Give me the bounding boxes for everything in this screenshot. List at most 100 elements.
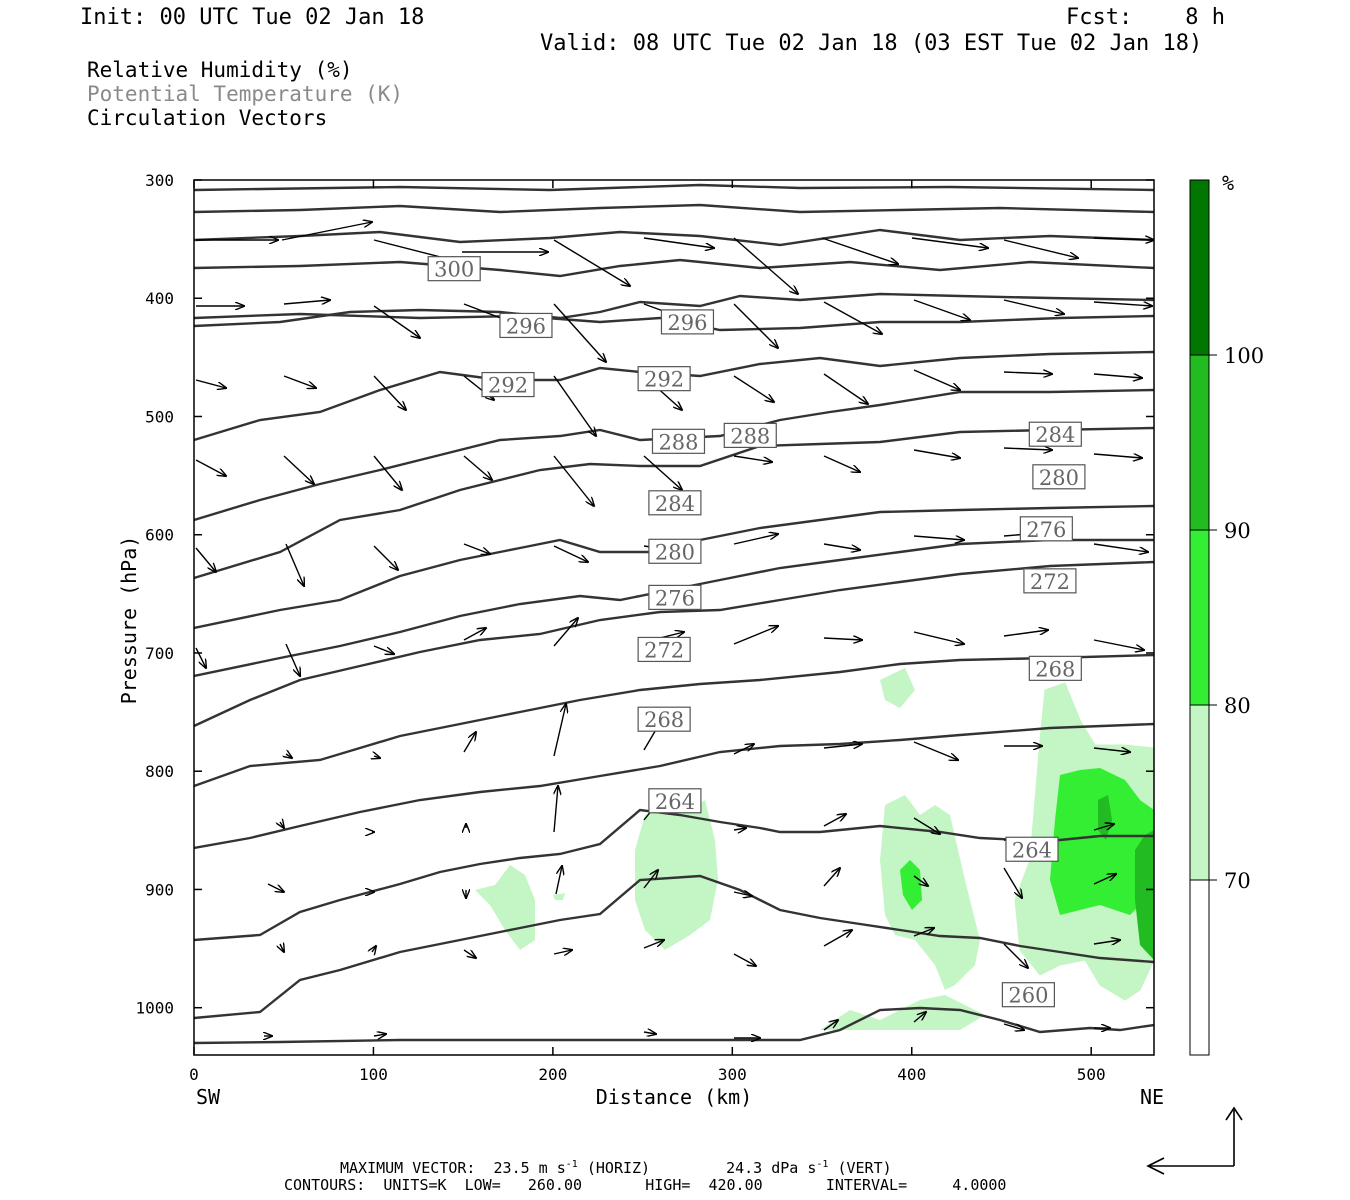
theta-label-box (648, 788, 702, 814)
rh-area (880, 795, 980, 990)
theta-label-box (648, 584, 702, 610)
vector (643, 870, 658, 889)
vector (1093, 824, 1114, 831)
legend-potential-temperature: Potential Temperature (K) (87, 82, 404, 106)
vector (267, 883, 284, 892)
x-axis-left-end: SW (196, 1085, 221, 1109)
vector (913, 299, 970, 320)
y-tick-label: 500 (145, 407, 174, 426)
vector (733, 828, 746, 830)
vector (1093, 748, 1130, 752)
vector (554, 786, 558, 833)
legend-relative-humidity: Relative Humidity (%) (87, 58, 353, 82)
rh-area (1135, 830, 1154, 960)
vector (823, 638, 862, 640)
vector (823, 868, 840, 887)
vector (1003, 299, 1064, 314)
vector (913, 741, 958, 760)
vector (1093, 454, 1142, 458)
x-tick-label: 0 (189, 1065, 199, 1084)
vector (195, 459, 226, 476)
theta-label: 276 (1026, 518, 1066, 542)
x-tick-label: 300 (718, 1065, 747, 1084)
vector (823, 930, 852, 947)
colorbar-segment (1189, 529, 1210, 706)
theta-contours (194, 183, 1154, 1045)
rh-area (900, 860, 922, 910)
theta-label: 272 (1030, 570, 1070, 594)
theta-contour (194, 722, 1154, 850)
vector (733, 626, 778, 645)
theta-label-box (1032, 464, 1086, 490)
vector (823, 455, 860, 472)
vector (1093, 301, 1152, 306)
theta-label: 288 (658, 430, 698, 454)
y-axis-title: Pressure (hPa) (117, 536, 141, 705)
theta-contour (194, 426, 1154, 580)
vector (643, 1032, 656, 1034)
vector (373, 375, 406, 410)
y-tick-label: 900 (145, 880, 174, 899)
theta-contour-labels: 300 296 296 292 292 288 288 284 280 284 276 280 272 2… (427, 256, 1086, 1008)
theta-label-box (499, 312, 553, 339)
theta-label: 268 (1035, 657, 1075, 681)
vector (280, 822, 284, 828)
theta-contour (194, 653, 1154, 788)
vector (913, 928, 934, 937)
colorbar-segment (1189, 879, 1210, 1056)
vector (823, 301, 882, 334)
vector (823, 814, 846, 827)
x-axis-right-end: NE (1140, 1085, 1164, 1109)
vector (373, 455, 402, 490)
vector (286, 754, 292, 758)
vector (553, 239, 630, 286)
theta-contour (194, 258, 1154, 278)
vector (733, 744, 754, 755)
vector (553, 545, 588, 562)
theta-contour (194, 388, 1154, 522)
theta-label-box (648, 538, 702, 564)
x-axis: 0 100 200 300 400 500 (189, 180, 1106, 1084)
theta-label: 292 (644, 368, 684, 392)
x-axis-title: Distance (km) (596, 1085, 753, 1109)
vector (553, 704, 566, 757)
vector (553, 303, 606, 362)
theta-label-box (1028, 421, 1082, 447)
theta-label-box (1005, 836, 1059, 862)
vector (733, 534, 778, 545)
reference-vector (1146, 1106, 1243, 1175)
rh-area (635, 800, 718, 950)
vector (1003, 630, 1048, 637)
vector (283, 300, 330, 304)
vector (374, 756, 380, 758)
x-tick-label: 400 (897, 1065, 926, 1084)
theta-label: 296 (667, 311, 707, 335)
vector (373, 545, 398, 570)
theta-label: 264 (1012, 838, 1052, 862)
vector (463, 628, 486, 641)
vector (195, 379, 226, 388)
y-tick-label: 1000 (135, 999, 174, 1018)
theta-label: 300 (434, 258, 474, 282)
vector (373, 645, 394, 654)
x-tick-label: 200 (538, 1065, 567, 1084)
theta-label-box (637, 706, 691, 732)
vector (643, 237, 714, 248)
vector (1003, 867, 1022, 898)
theta-label-box (1023, 568, 1077, 594)
vector (463, 949, 476, 958)
legend-circulation-vectors: Circulation Vectors (87, 106, 328, 130)
y-tick-label: 700 (145, 644, 174, 663)
vector (733, 303, 778, 348)
vector (823, 373, 868, 404)
theta-label: 296 (506, 314, 546, 338)
vector (913, 449, 960, 458)
theta-label-box (481, 371, 535, 398)
vector (463, 543, 490, 554)
theta-label: 260 (1008, 984, 1048, 1008)
vector (1093, 874, 1116, 885)
vector (1093, 374, 1142, 378)
theta-label: 264 (655, 790, 695, 814)
theta-label-box (1019, 516, 1073, 542)
theta-contour (194, 560, 1154, 728)
